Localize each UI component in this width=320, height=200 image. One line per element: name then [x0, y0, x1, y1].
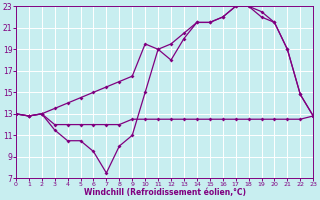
X-axis label: Windchill (Refroidissement éolien,°C): Windchill (Refroidissement éolien,°C) — [84, 188, 245, 197]
